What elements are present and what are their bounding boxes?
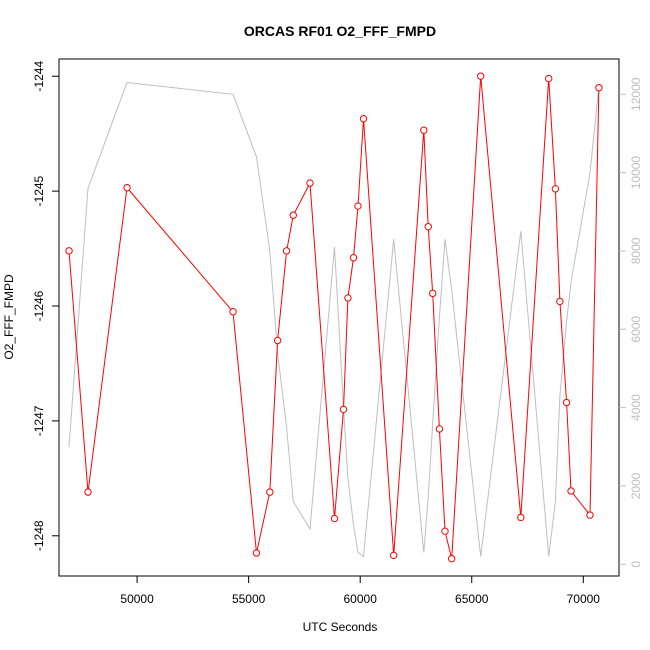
data-point [441, 527, 449, 535]
data-point [273, 336, 282, 345]
data-point [447, 555, 456, 563]
y-tick-label: -1247 [32, 405, 46, 436]
data-point [435, 425, 444, 433]
data-point [424, 223, 432, 231]
x-tick-label: 60000 [344, 592, 378, 606]
data-point [84, 488, 92, 496]
data-point [517, 513, 525, 522]
y-tick-label: -1246 [32, 290, 46, 321]
data-point [595, 84, 603, 92]
data-point [349, 254, 358, 262]
y2-tick-label: 2000 [629, 472, 643, 499]
plot-frame [58, 58, 620, 577]
right-axis-series-line [68, 81, 600, 558]
x-tick-label: 55000 [232, 592, 266, 606]
data-point [551, 185, 560, 193]
data-point [229, 308, 237, 316]
x-tick-label: 65000 [455, 592, 489, 606]
y-axis-right: 0 2000 4000 6000 8000 10000 12000 [619, 77, 643, 568]
data-point [420, 126, 428, 134]
data-point [339, 405, 348, 414]
data-point [282, 247, 291, 255]
data-point [289, 211, 297, 219]
chart-title: ORCAS RF01 O2_FFF_FMPD [244, 23, 436, 39]
y-tick-label: -1244 [32, 61, 46, 92]
data-point [123, 183, 131, 192]
x-tick-label: 50000 [120, 592, 154, 606]
y2-tick-label: 8000 [629, 237, 643, 264]
y2-tick-label: 0 [629, 561, 643, 568]
x-tick-label: 70000 [567, 592, 601, 606]
data-point [354, 202, 362, 210]
y-tick-label: -1248 [32, 520, 46, 551]
y-tick-label: -1245 [32, 175, 46, 206]
data-point [556, 297, 564, 306]
series-layer [65, 72, 603, 563]
y2-tick-label: 10000 [629, 156, 643, 190]
data-point [330, 514, 339, 523]
data-point [252, 549, 261, 557]
data-point [65, 247, 73, 255]
data-point [344, 294, 352, 302]
y2-tick-label: 4000 [629, 394, 643, 421]
left-axis-series-line [68, 76, 600, 559]
x-axis: 50000 55000 60000 65000 70000 [120, 576, 600, 606]
data-point [266, 488, 274, 496]
data-point [586, 511, 594, 519]
data-point [359, 115, 368, 123]
data-point [545, 74, 553, 83]
data-point [567, 487, 575, 495]
y-axis-label: O2_FFF_FMPD [2, 274, 16, 360]
data-point [389, 551, 398, 560]
y-axis-left: -1248 -1247 -1246 -1245 -1244 [32, 61, 59, 551]
data-point [306, 179, 314, 187]
x-axis-label: UTC Seconds [303, 620, 378, 634]
data-point [476, 72, 485, 80]
y2-tick-label: 12000 [629, 77, 643, 111]
data-point [562, 398, 571, 407]
data-point [429, 289, 437, 298]
y2-tick-label: 6000 [629, 316, 643, 343]
